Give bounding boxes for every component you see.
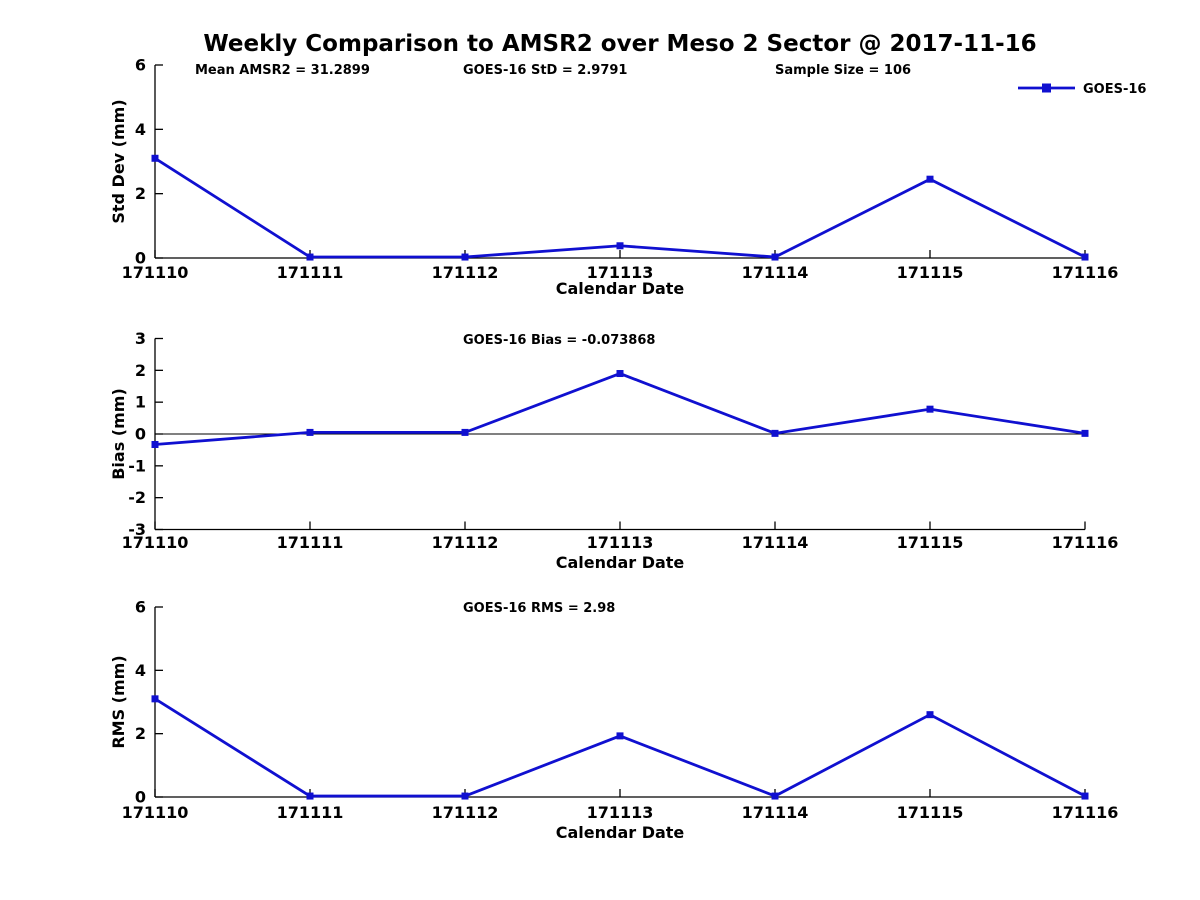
- y-tick-label: 0: [135, 425, 146, 444]
- series-line: [154, 697, 1086, 798]
- series-line: [154, 157, 1086, 259]
- x-tick-label: 171114: [742, 533, 809, 552]
- x-tick-label: 171114: [742, 803, 809, 822]
- y-tick-label: -3: [128, 520, 146, 539]
- y-tick-label: 2: [135, 184, 146, 203]
- legend-marker: [1042, 83, 1051, 93]
- y-axis-title: Bias (mm): [109, 388, 128, 480]
- data-point-marker: [926, 175, 934, 183]
- subplot-rms: 0 2 4 6 171110 171111 171112 171113 171114 171115…: [109, 598, 1119, 843]
- x-tick-label: 171116: [1052, 263, 1119, 282]
- y-axis-title: RMS (mm): [109, 655, 128, 748]
- x-axis-title: Calendar Date: [556, 279, 685, 298]
- x-tick-label: 171113: [587, 263, 654, 282]
- data-point-marker: [616, 732, 624, 740]
- data-point-marker: [461, 253, 469, 261]
- x-tick-label: 171112: [432, 263, 499, 282]
- data-point-marker: [1081, 253, 1089, 261]
- annotation-text: GOES-16 RMS = 2.98: [463, 601, 615, 616]
- annotation-text: Mean AMSR2 = 31.2899: [195, 63, 370, 78]
- x-tick-label: 171112: [432, 533, 499, 552]
- data-point-marker: [306, 428, 314, 436]
- data-point-marker: [926, 711, 934, 719]
- x-tick-label: 171116: [1052, 803, 1119, 822]
- y-tick-label: -1: [128, 456, 146, 475]
- data-point-marker: [1081, 429, 1089, 437]
- y-tick-label: -2: [128, 488, 146, 507]
- data-point-marker: [461, 428, 469, 436]
- data-point-marker: [616, 370, 624, 378]
- y-tick-label: 0: [135, 788, 146, 807]
- y-tick-label: 2: [135, 724, 146, 743]
- x-axis-title: Calendar Date: [556, 553, 685, 572]
- data-point-marker: [1081, 792, 1089, 800]
- x-tick-label: 171115: [897, 533, 964, 552]
- y-tick-label: 1: [135, 393, 146, 412]
- data-point-marker: [151, 695, 159, 703]
- data-point-marker: [771, 429, 779, 437]
- data-point-marker: [461, 792, 469, 800]
- figure-title: Weekly Comparison to AMSR2 over Meso 2 S…: [203, 31, 1037, 57]
- x-tick-label: 171113: [587, 533, 654, 552]
- data-point-marker: [151, 154, 159, 162]
- y-tick-label: 6: [135, 56, 146, 75]
- x-tick-label: 171111: [277, 263, 344, 282]
- x-tick-label: 171110: [122, 803, 189, 822]
- annotation-text: Sample Size = 106: [775, 63, 911, 78]
- data-point-marker: [306, 792, 314, 800]
- data-point-marker: [926, 405, 934, 413]
- y-tick-label: 4: [135, 120, 146, 139]
- x-axis-title: Calendar Date: [556, 823, 685, 842]
- x-tick-label: 171115: [897, 803, 964, 822]
- y-tick-label: 2: [135, 361, 146, 380]
- data-point-marker: [771, 253, 779, 261]
- y-tick-label: 4: [135, 661, 146, 680]
- x-tick-label: 171115: [897, 263, 964, 282]
- legend-label: GOES-16: [1083, 82, 1146, 97]
- x-tick-label: 171112: [432, 803, 499, 822]
- data-point-marker: [771, 792, 779, 800]
- x-tick-label: 171110: [122, 533, 189, 552]
- annotation-text: GOES-16 StD = 2.9791: [463, 63, 627, 78]
- x-tick-label: 171111: [277, 803, 344, 822]
- x-tick-label: 171113: [587, 803, 654, 822]
- annotation-text: GOES-16 Bias = -0.073868: [463, 333, 655, 348]
- subplot-std-dev: 0 2 4 6 171110 171111 171112 171113 171114 171115…: [109, 56, 1146, 299]
- data-point-marker: [306, 253, 314, 261]
- data-point-marker: [616, 242, 624, 250]
- y-tick-label: 3: [135, 329, 146, 348]
- y-axis-title: Std Dev (mm): [109, 99, 128, 223]
- subplot-bias: -3 -2 -1 0 1 2 3 171110 171111 171112 171113 171114…: [109, 329, 1119, 572]
- x-tick-label: 171116: [1052, 533, 1119, 552]
- x-tick-label: 171114: [742, 263, 809, 282]
- data-point-marker: [151, 441, 159, 449]
- x-tick-label: 171111: [277, 533, 344, 552]
- y-tick-label: 6: [135, 598, 146, 617]
- x-tick-label: 171110: [122, 263, 189, 282]
- y-tick-label: 0: [135, 249, 146, 268]
